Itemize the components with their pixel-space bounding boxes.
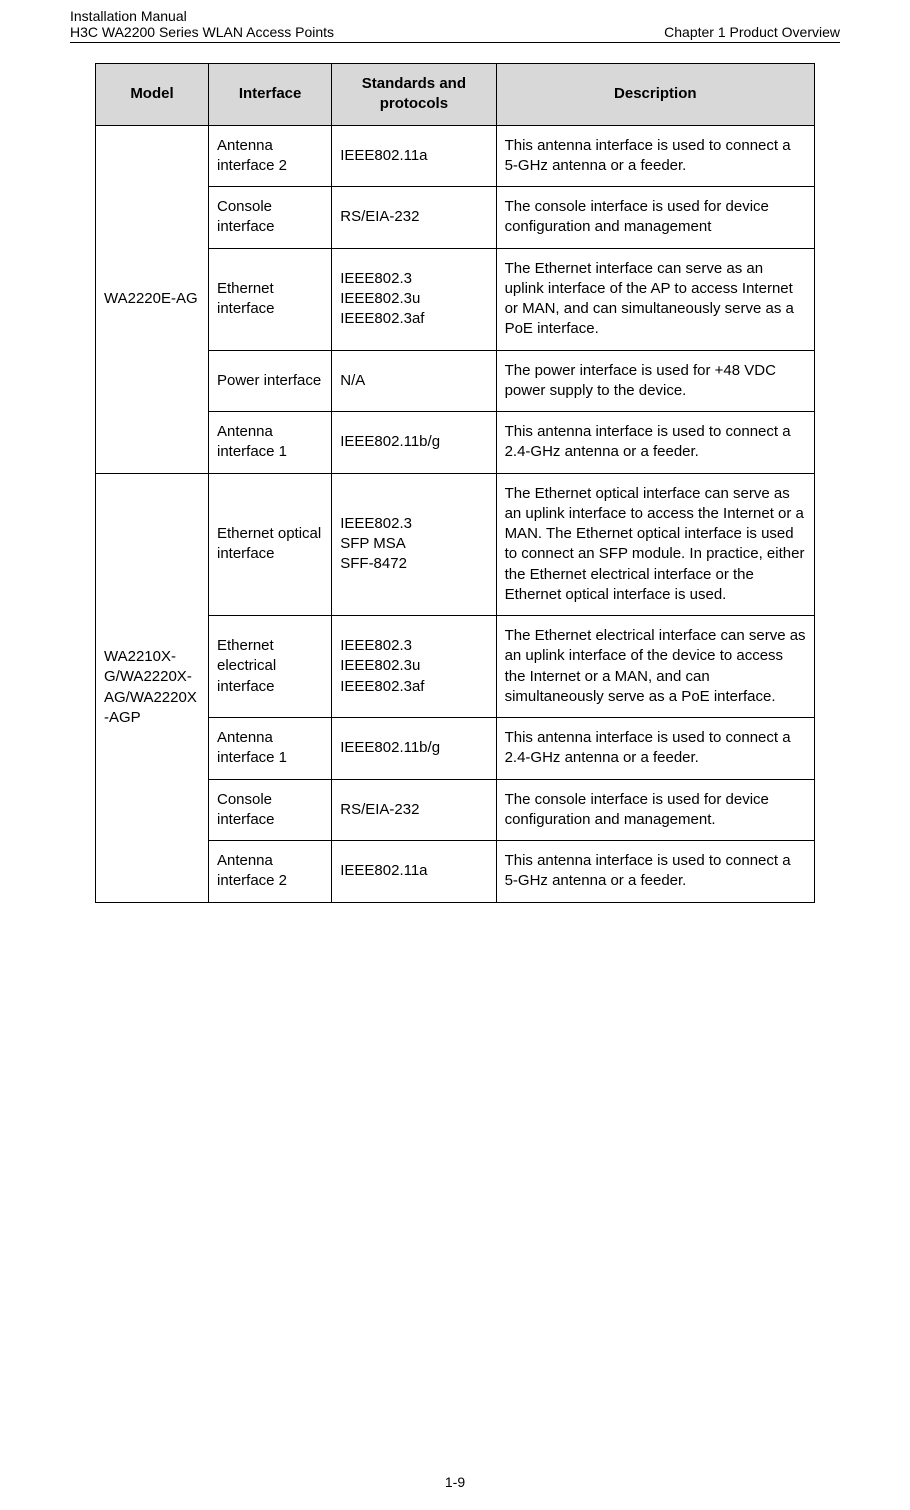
col-standards: Standards and protocols bbox=[332, 64, 496, 126]
standard-line: IEEE802.11b/g bbox=[340, 432, 487, 452]
standard-line: RS/EIA-232 bbox=[340, 800, 487, 820]
interface-cell: Antenna interface 2 bbox=[208, 841, 331, 903]
interface-cell: Power interface bbox=[208, 350, 331, 412]
table-header-row: Model Interface Standards and protocols … bbox=[96, 64, 815, 126]
table-row: WA2210X-G/WA2220X-AG/WA2220X-AGPEthernet… bbox=[96, 473, 815, 616]
standards-cell: IEEE802.11a bbox=[332, 841, 496, 903]
description-cell: This antenna interface is used to connec… bbox=[496, 718, 814, 780]
description-cell: This antenna interface is used to connec… bbox=[496, 412, 814, 474]
interface-cell: Antenna interface 1 bbox=[208, 412, 331, 474]
description-cell: The Ethernet interface can serve as an u… bbox=[496, 248, 814, 350]
interface-cell: Console interface bbox=[208, 779, 331, 841]
doc-title-line1: Installation Manual bbox=[70, 8, 334, 24]
standard-line: N/A bbox=[340, 371, 487, 391]
standard-line: IEEE802.3 bbox=[340, 514, 487, 534]
standard-line: SFP MSA bbox=[340, 534, 487, 554]
standard-line: IEEE802.3u bbox=[340, 289, 487, 309]
content-area: Model Interface Standards and protocols … bbox=[70, 63, 840, 903]
description-cell: This antenna interface is used to connec… bbox=[496, 841, 814, 903]
doc-title-line2: H3C WA2200 Series WLAN Access Points bbox=[70, 24, 334, 40]
col-description: Description bbox=[496, 64, 814, 126]
standard-line: SFF-8472 bbox=[340, 554, 487, 574]
standard-line: RS/EIA-232 bbox=[340, 207, 487, 227]
standards-cell: IEEE802.3IEEE802.3uIEEE802.3af bbox=[332, 248, 496, 350]
interface-cell: Ethernet optical interface bbox=[208, 473, 331, 616]
standard-line: IEEE802.11a bbox=[340, 146, 487, 166]
standards-cell: IEEE802.3SFP MSASFF-8472 bbox=[332, 473, 496, 616]
standard-line: IEEE802.3 bbox=[340, 636, 487, 656]
page: Installation Manual H3C WA2200 Series WL… bbox=[0, 0, 910, 1510]
table-body: WA2220E-AGAntenna interface 2IEEE802.11a… bbox=[96, 125, 815, 902]
description-cell: The Ethernet electrical interface can se… bbox=[496, 616, 814, 718]
description-cell: The console interface is used for device… bbox=[496, 779, 814, 841]
header-right: Chapter 1 Product Overview bbox=[664, 24, 840, 40]
page-number: 1-9 bbox=[445, 1474, 465, 1490]
header-left: Installation Manual H3C WA2200 Series WL… bbox=[70, 8, 334, 40]
col-interface: Interface bbox=[208, 64, 331, 126]
interface-cell: Console interface bbox=[208, 187, 331, 249]
standards-cell: RS/EIA-232 bbox=[332, 187, 496, 249]
table-row: WA2220E-AGAntenna interface 2IEEE802.11a… bbox=[96, 125, 815, 187]
standards-cell: IEEE802.11a bbox=[332, 125, 496, 187]
spec-table: Model Interface Standards and protocols … bbox=[95, 63, 815, 903]
standards-cell: IEEE802.11b/g bbox=[332, 412, 496, 474]
model-cell: WA2220E-AG bbox=[96, 125, 209, 473]
standard-line: IEEE802.3af bbox=[340, 677, 487, 697]
col-model: Model bbox=[96, 64, 209, 126]
model-cell: WA2210X-G/WA2220X-AG/WA2220X-AGP bbox=[96, 473, 209, 902]
page-footer: 1-9 bbox=[0, 1474, 910, 1490]
chapter-title: Chapter 1 Product Overview bbox=[664, 24, 840, 40]
standards-cell: RS/EIA-232 bbox=[332, 779, 496, 841]
standard-line: IEEE802.3af bbox=[340, 309, 487, 329]
interface-cell: Antenna interface 1 bbox=[208, 718, 331, 780]
description-cell: This antenna interface is used to connec… bbox=[496, 125, 814, 187]
description-cell: The power interface is used for +48 VDC … bbox=[496, 350, 814, 412]
description-cell: The console interface is used for device… bbox=[496, 187, 814, 249]
standard-line: IEEE802.11b/g bbox=[340, 738, 487, 758]
standard-line: IEEE802.11a bbox=[340, 861, 487, 881]
standards-cell: IEEE802.3IEEE802.3uIEEE802.3af bbox=[332, 616, 496, 718]
standards-cell: N/A bbox=[332, 350, 496, 412]
standard-line: IEEE802.3 bbox=[340, 269, 487, 289]
standard-line: IEEE802.3u bbox=[340, 656, 487, 676]
page-header: Installation Manual H3C WA2200 Series WL… bbox=[70, 8, 840, 43]
standards-cell: IEEE802.11b/g bbox=[332, 718, 496, 780]
description-cell: The Ethernet optical interface can serve… bbox=[496, 473, 814, 616]
interface-cell: Ethernet interface bbox=[208, 248, 331, 350]
interface-cell: Ethernet electrical interface bbox=[208, 616, 331, 718]
interface-cell: Antenna interface 2 bbox=[208, 125, 331, 187]
